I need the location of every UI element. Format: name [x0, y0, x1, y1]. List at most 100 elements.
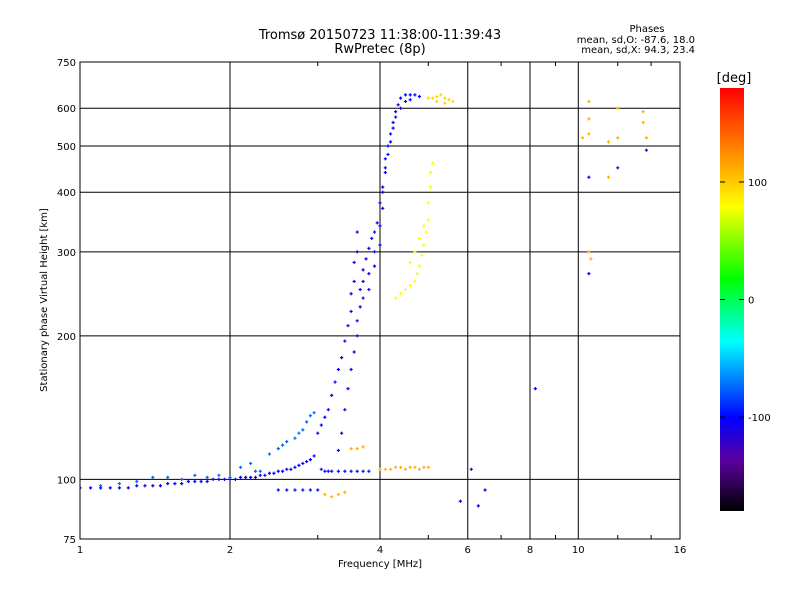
data-point — [383, 166, 387, 170]
data-point — [193, 473, 197, 477]
data-point — [253, 469, 258, 473]
data-point — [308, 414, 313, 418]
data-point — [587, 175, 591, 179]
data-point — [378, 243, 382, 247]
data-point — [267, 471, 272, 475]
x-tick-label: 4 — [377, 545, 383, 556]
data-point — [349, 447, 353, 451]
data-point — [99, 484, 103, 488]
data-point — [166, 481, 170, 486]
data-point — [349, 292, 353, 296]
data-point — [428, 185, 433, 189]
data-point — [244, 475, 248, 479]
data-point — [413, 465, 417, 469]
data-point — [355, 469, 359, 473]
data-point — [217, 477, 221, 482]
data-point — [388, 140, 393, 144]
data-point — [403, 287, 408, 292]
plot-frame — [79, 61, 681, 540]
x-tick-label: 1 — [77, 545, 83, 556]
x-tick-labels: 1 2 4 6 8 10 16 — [77, 545, 687, 556]
data-point — [263, 473, 267, 477]
chart-subtitle: RwPretec (8p) — [334, 42, 425, 57]
data-point — [343, 339, 347, 343]
x-axis-label: Frequency [MHz] — [338, 559, 422, 570]
data-point — [355, 250, 359, 254]
data-point — [249, 475, 253, 479]
data-point — [349, 469, 353, 473]
x-tick-label: 8 — [527, 545, 533, 556]
data-point — [180, 477, 184, 482]
data-point — [587, 132, 591, 136]
data-point — [381, 190, 385, 194]
data-point — [349, 309, 353, 314]
data-point — [378, 224, 382, 228]
data-point — [587, 99, 591, 104]
data-point — [297, 431, 301, 435]
data-point — [297, 463, 301, 467]
data-point — [80, 486, 82, 490]
data-point — [355, 230, 359, 234]
data-point — [375, 221, 379, 225]
data-point — [361, 268, 365, 272]
data-point — [352, 260, 356, 265]
data-point — [378, 201, 382, 205]
data-point — [367, 287, 371, 292]
data-point — [293, 436, 297, 440]
data-point — [367, 469, 371, 473]
data-point — [641, 120, 645, 125]
data-point — [413, 279, 417, 284]
data-point — [644, 136, 649, 140]
data-point — [301, 461, 305, 466]
data-point — [285, 440, 289, 444]
data-point — [388, 467, 393, 471]
data-point — [378, 467, 382, 471]
y-tick-label: 500 — [57, 142, 76, 153]
data-point — [88, 486, 93, 490]
data-point — [408, 98, 412, 102]
data-point — [293, 465, 297, 469]
data-point — [408, 283, 412, 288]
y-tick-label: 300 — [57, 248, 76, 259]
data-point — [233, 477, 237, 482]
data-point — [173, 481, 177, 486]
data-point — [606, 140, 611, 144]
data-point — [372, 230, 377, 234]
data-point — [343, 490, 347, 494]
data-point — [403, 467, 408, 471]
data-point — [355, 447, 359, 451]
data-point — [126, 486, 130, 490]
data-point — [415, 272, 419, 276]
y-tick-label: 75 — [63, 535, 76, 546]
data-point — [336, 492, 340, 497]
data-point — [394, 110, 398, 114]
data-point — [394, 465, 398, 469]
colorbar-label: [deg] — [717, 71, 752, 86]
data-point — [228, 475, 232, 479]
data-point — [253, 475, 258, 479]
data-point — [443, 101, 447, 105]
data-point — [352, 279, 356, 284]
data-point — [151, 484, 155, 488]
data-point — [391, 126, 395, 130]
data-point — [280, 443, 285, 447]
grid-lines — [80, 62, 680, 539]
data-point — [417, 264, 422, 268]
data-point — [222, 477, 227, 482]
data-point — [158, 484, 163, 488]
data-point — [616, 136, 620, 140]
data-point — [616, 166, 620, 170]
y-tick-label: 400 — [57, 188, 76, 199]
y-tick-labels: 75 100 200 300 400 500 600 750 — [57, 58, 76, 546]
data-point — [352, 350, 356, 354]
data-point — [381, 185, 385, 189]
data-point — [343, 408, 347, 412]
phase-stats-o: mean, sd,O: -87.6, 18.0 — [577, 35, 695, 46]
data-point — [346, 387, 350, 391]
data-point — [199, 479, 203, 484]
data-point — [408, 260, 412, 265]
data-point — [403, 99, 408, 104]
data-point — [422, 243, 426, 247]
data-point — [383, 170, 387, 175]
